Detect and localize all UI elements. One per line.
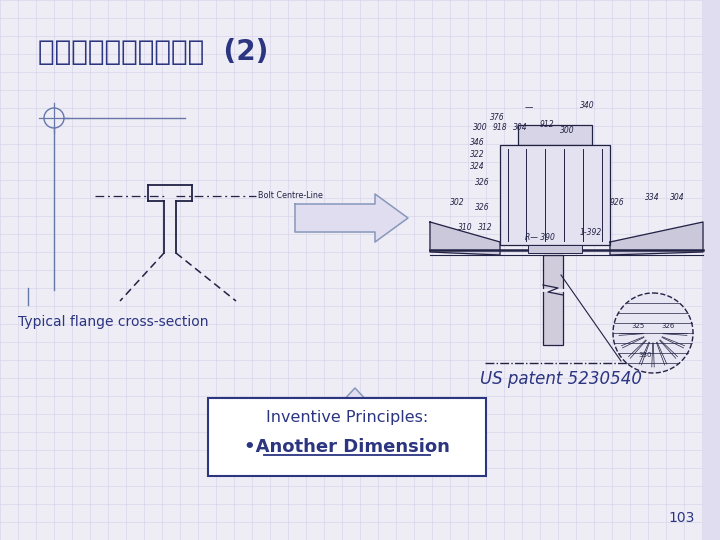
Text: 326: 326	[475, 203, 490, 212]
Text: 326: 326	[661, 323, 675, 329]
Text: 340: 340	[580, 101, 595, 110]
Text: 300: 300	[473, 123, 487, 132]
Text: 326: 326	[475, 178, 490, 187]
Text: 304: 304	[513, 123, 528, 132]
Text: 912: 912	[540, 120, 554, 129]
Bar	[528, 245, 582, 253]
Bar	[518, 125, 592, 145]
Bar	[703, 0, 720, 540]
Text: 322: 322	[470, 150, 485, 159]
Text: 範例：渦輪機凸緣接合  (2): 範例：渦輪機凸緣接合 (2)	[38, 38, 269, 66]
Text: US patent 5230540: US patent 5230540	[480, 370, 642, 388]
Circle shape	[613, 293, 693, 373]
Polygon shape	[610, 222, 703, 255]
Text: 346: 346	[470, 138, 485, 147]
Text: •Another Dimension: •Another Dimension	[244, 438, 450, 456]
Text: Typical flange cross-section: Typical flange cross-section	[18, 315, 209, 329]
Text: 103: 103	[669, 511, 695, 525]
Polygon shape	[295, 194, 408, 242]
Text: R— 390: R— 390	[525, 233, 555, 242]
Text: —: —	[525, 103, 534, 112]
Text: 918: 918	[493, 123, 508, 132]
Text: 334: 334	[645, 193, 660, 202]
Polygon shape	[325, 388, 385, 463]
Bar	[543, 255, 563, 345]
Text: 302: 302	[450, 198, 464, 207]
Text: 312: 312	[478, 223, 492, 232]
Bar	[208, 398, 486, 476]
Text: 304: 304	[670, 193, 685, 202]
Text: 300: 300	[560, 126, 575, 135]
Bar	[500, 145, 610, 245]
Text: Bolt Centre-Line: Bolt Centre-Line	[258, 192, 323, 200]
Text: Inventive Principles:: Inventive Principles:	[266, 410, 428, 425]
Text: 926: 926	[610, 198, 625, 207]
Text: 325: 325	[631, 323, 644, 329]
Polygon shape	[430, 222, 500, 255]
Text: 330: 330	[638, 352, 652, 358]
Text: 376: 376	[490, 113, 505, 122]
Text: 1-392: 1-392	[580, 228, 602, 237]
Text: 310: 310	[458, 223, 472, 232]
Text: 324: 324	[470, 162, 485, 171]
